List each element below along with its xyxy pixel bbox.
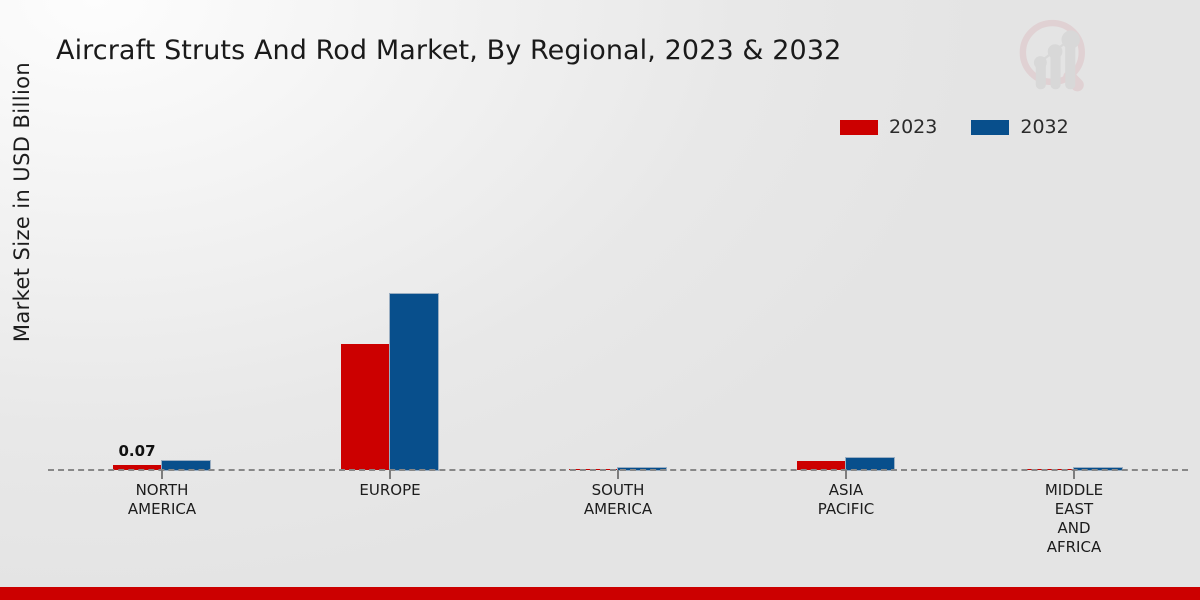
tick-mark-asia-pacific bbox=[845, 470, 847, 479]
tick-cell-south-america: SOUTH AMERICA bbox=[504, 470, 732, 580]
bar-2023-europe[interactable] bbox=[341, 344, 389, 470]
legend-swatch-2032 bbox=[971, 120, 1010, 135]
plot-area: 0.07 bbox=[48, 150, 1188, 471]
bar-value-label-north-america-2023: 0.07 bbox=[118, 442, 156, 460]
category-label-europe: EUROPE bbox=[359, 481, 421, 499]
x-axis-category-labels: NORTH AMERICA EUROPE SOUTH AMERICA ASIA … bbox=[48, 470, 1188, 580]
legend-swatch-2023 bbox=[840, 120, 878, 135]
bottom-accent-stripe bbox=[0, 587, 1200, 600]
tick-mark-middle-east-africa bbox=[1073, 470, 1075, 479]
page-title: Aircraft Struts And Rod Market, By Regio… bbox=[56, 35, 842, 66]
bar-series-container: 0.07 bbox=[48, 150, 1188, 471]
bar-2032-europe[interactable] bbox=[389, 293, 439, 471]
category-label-south-america: SOUTH AMERICA bbox=[583, 481, 653, 518]
tick-cell-north-america: NORTH AMERICA bbox=[48, 470, 276, 580]
magnifier-bar-chart-icon bbox=[1010, 12, 1102, 104]
legend-label-2032: 2032 bbox=[1020, 116, 1069, 138]
tick-cell-asia-pacific: ASIA PACIFIC bbox=[732, 470, 960, 580]
bar-group-north-america: 0.07 bbox=[48, 150, 276, 471]
chart-legend: 2023 2032 bbox=[840, 118, 1069, 137]
category-label-middle-east-africa: MIDDLE EAST AND AFRICA bbox=[1044, 481, 1104, 556]
tick-mark-north-america bbox=[161, 470, 163, 479]
y-axis-title: Market Size in USD Billion bbox=[10, 61, 34, 343]
tick-mark-south-america bbox=[617, 470, 619, 479]
bar-2023-asia-pacific[interactable] bbox=[797, 461, 845, 470]
bar-group-middle-east-africa bbox=[960, 150, 1188, 471]
bar-group-europe bbox=[276, 150, 504, 471]
tick-cell-europe: EUROPE bbox=[276, 470, 504, 580]
bar-2023-north-america[interactable]: 0.07 bbox=[113, 442, 161, 470]
legend-item-2023[interactable]: 2023 bbox=[840, 118, 937, 137]
tick-cell-middle-east-africa: MIDDLE EAST AND AFRICA bbox=[960, 470, 1188, 580]
category-label-asia-pacific: ASIA PACIFIC bbox=[817, 481, 875, 518]
legend-item-2032[interactable]: 2032 bbox=[971, 116, 1069, 138]
category-label-north-america: NORTH AMERICA bbox=[127, 481, 197, 518]
bar-group-south-america bbox=[504, 150, 732, 471]
legend-label-2023: 2023 bbox=[889, 116, 938, 138]
tick-mark-europe bbox=[389, 470, 391, 479]
bar-group-asia-pacific bbox=[732, 150, 960, 471]
